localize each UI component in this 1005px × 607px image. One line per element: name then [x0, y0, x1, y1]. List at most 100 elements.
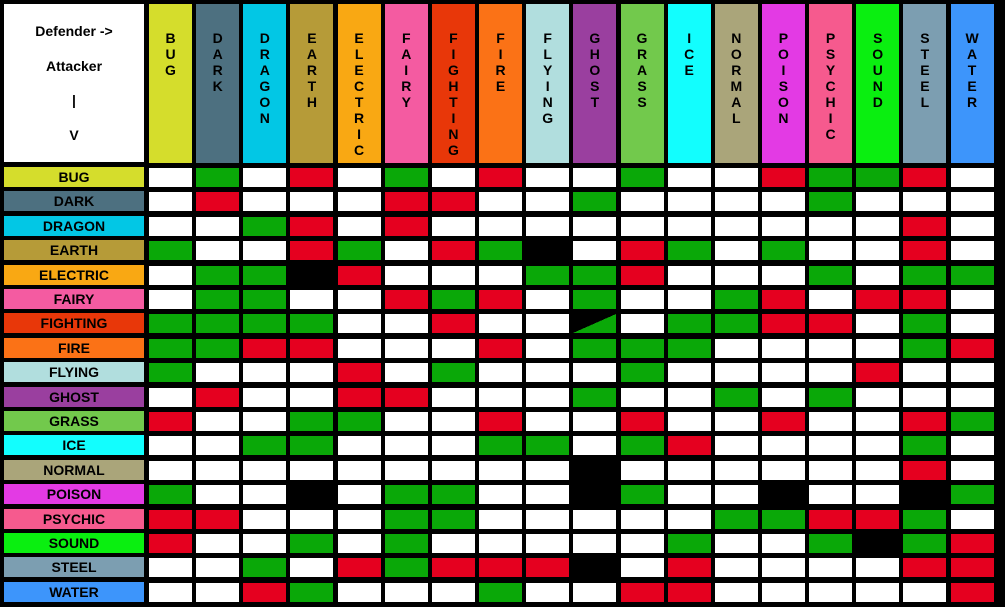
cell-poison-vs-dragon — [243, 485, 287, 505]
cell-dragon-vs-poison — [761, 216, 805, 236]
row-header-bug: BUG — [4, 167, 144, 187]
cell-ghost-vs-dark — [196, 387, 240, 407]
cell-ghost-vs-steel — [903, 387, 947, 407]
cell-steel-vs-fire — [479, 558, 523, 578]
cell-steel-vs-flying — [526, 558, 570, 578]
col-header-normal: N O R M A L — [714, 4, 758, 163]
cell-normal-vs-poison — [761, 460, 805, 480]
col-header-text: G H O S T — [589, 30, 601, 110]
cell-ghost-vs-ice — [667, 387, 711, 407]
cell-dark-vs-poison — [761, 192, 805, 212]
cell-water-vs-ice — [667, 582, 711, 602]
cell-bug-vs-ghost — [573, 168, 617, 187]
cell-dragon-vs-flying — [526, 216, 570, 236]
cell-steel-vs-ghost — [573, 558, 617, 578]
cell-sound-vs-grass — [620, 534, 664, 553]
cell-fire-vs-water — [950, 338, 994, 358]
cell-normal-vs-flying — [526, 460, 570, 480]
cell-electric-vs-grass — [620, 265, 664, 285]
cell-earth-vs-grass — [620, 241, 664, 261]
cell-earth-vs-steel — [903, 241, 947, 261]
cell-flying-vs-psychic — [809, 363, 853, 383]
row-header-flying: FLYING — [4, 362, 144, 383]
cell-fairy-vs-poison — [761, 290, 805, 309]
cell-fairy-vs-steel — [903, 290, 947, 309]
row-header-electric: ELECTRIC — [4, 264, 144, 285]
cell-dragon-vs-psychic — [809, 216, 853, 236]
cell-ghost-vs-poison — [761, 387, 805, 407]
cell-earth-vs-ghost — [573, 241, 617, 261]
col-header-text: P S Y C H I C — [825, 30, 836, 142]
cell-psychic-vs-sound — [856, 509, 900, 529]
cell-bug-vs-fairy — [384, 168, 428, 187]
col-header-fire: F I R E — [479, 4, 523, 163]
row-header-sound: SOUND — [4, 533, 144, 553]
cell-grass-vs-fairy — [384, 412, 428, 431]
cell-dragon-vs-dark — [196, 216, 240, 236]
col-header-text: D R A G O N — [259, 30, 271, 126]
row-header-fire: FIRE — [4, 337, 144, 358]
cell-fighting-vs-flying — [526, 314, 570, 334]
col-header-fairy: F A I R Y — [384, 4, 428, 163]
cell-ghost-vs-fairy — [384, 387, 428, 407]
cell-poison-vs-dark — [196, 485, 240, 505]
cell-ghost-vs-flying — [526, 387, 570, 407]
cell-ice-vs-fairy — [384, 436, 428, 456]
cell-steel-vs-ice — [667, 558, 711, 578]
cell-ice-vs-sound — [856, 436, 900, 456]
cell-earth-vs-poison — [761, 241, 805, 261]
cell-electric-vs-bug — [149, 265, 192, 285]
cell-dragon-vs-ice — [667, 216, 711, 236]
cell-poison-vs-ghost — [573, 485, 617, 505]
cell-poison-vs-fairy — [384, 485, 428, 505]
cell-water-vs-dark — [196, 582, 240, 602]
cell-earth-vs-fighting — [431, 241, 475, 261]
cell-fighting-vs-steel — [903, 314, 947, 334]
cell-fighting-vs-ice — [667, 314, 711, 334]
cell-steel-vs-bug — [149, 558, 192, 578]
cell-fighting-vs-fire — [479, 314, 523, 334]
cell-sound-vs-normal — [714, 534, 758, 553]
cell-psychic-vs-bug — [149, 509, 192, 529]
cell-dark-vs-fire — [479, 192, 523, 212]
cell-bug-vs-sound — [856, 168, 900, 187]
cell-ice-vs-dark — [196, 436, 240, 456]
cell-bug-vs-earth — [290, 168, 334, 187]
cell-earth-vs-dark — [196, 241, 240, 261]
cell-water-vs-fire — [479, 582, 523, 602]
col-header-sound: S O U N D — [856, 4, 900, 163]
cell-flying-vs-poison — [761, 363, 805, 383]
cell-ghost-vs-water — [950, 387, 994, 407]
cell-normal-vs-earth — [290, 460, 334, 480]
row-header-psychic: PSYCHIC — [4, 508, 144, 529]
cell-steel-vs-psychic — [809, 558, 853, 578]
cell-earth-vs-ice — [667, 241, 711, 261]
cell-fire-vs-fire — [479, 338, 523, 358]
cell-sound-vs-water — [950, 534, 994, 553]
cell-normal-vs-fighting — [431, 460, 475, 480]
cell-earth-vs-water — [950, 241, 994, 261]
cell-bug-vs-water — [950, 168, 994, 187]
cell-grass-vs-ghost — [573, 412, 617, 431]
cell-steel-vs-fairy — [384, 558, 428, 578]
cell-water-vs-poison — [761, 582, 805, 602]
cell-psychic-vs-normal — [714, 509, 758, 529]
cell-ice-vs-steel — [903, 436, 947, 456]
cell-dark-vs-ghost — [573, 192, 617, 212]
cell-poison-vs-bug — [149, 485, 192, 505]
cell-dragon-vs-sound — [856, 216, 900, 236]
cell-flying-vs-fairy — [384, 363, 428, 383]
cell-psychic-vs-psychic — [809, 509, 853, 529]
cell-flying-vs-grass — [620, 363, 664, 383]
cell-grass-vs-fighting — [431, 412, 475, 431]
col-header-text: D A R K — [212, 30, 223, 94]
col-header-text: I C E — [684, 30, 695, 78]
col-header-text: P O I S O N — [777, 30, 789, 126]
cell-earth-vs-dragon — [243, 241, 287, 261]
row-header-earth: EARTH — [4, 240, 144, 261]
cell-bug-vs-grass — [620, 168, 664, 187]
cell-sound-vs-dark — [196, 534, 240, 553]
cell-dark-vs-normal — [714, 192, 758, 212]
cell-fairy-vs-ice — [667, 290, 711, 309]
